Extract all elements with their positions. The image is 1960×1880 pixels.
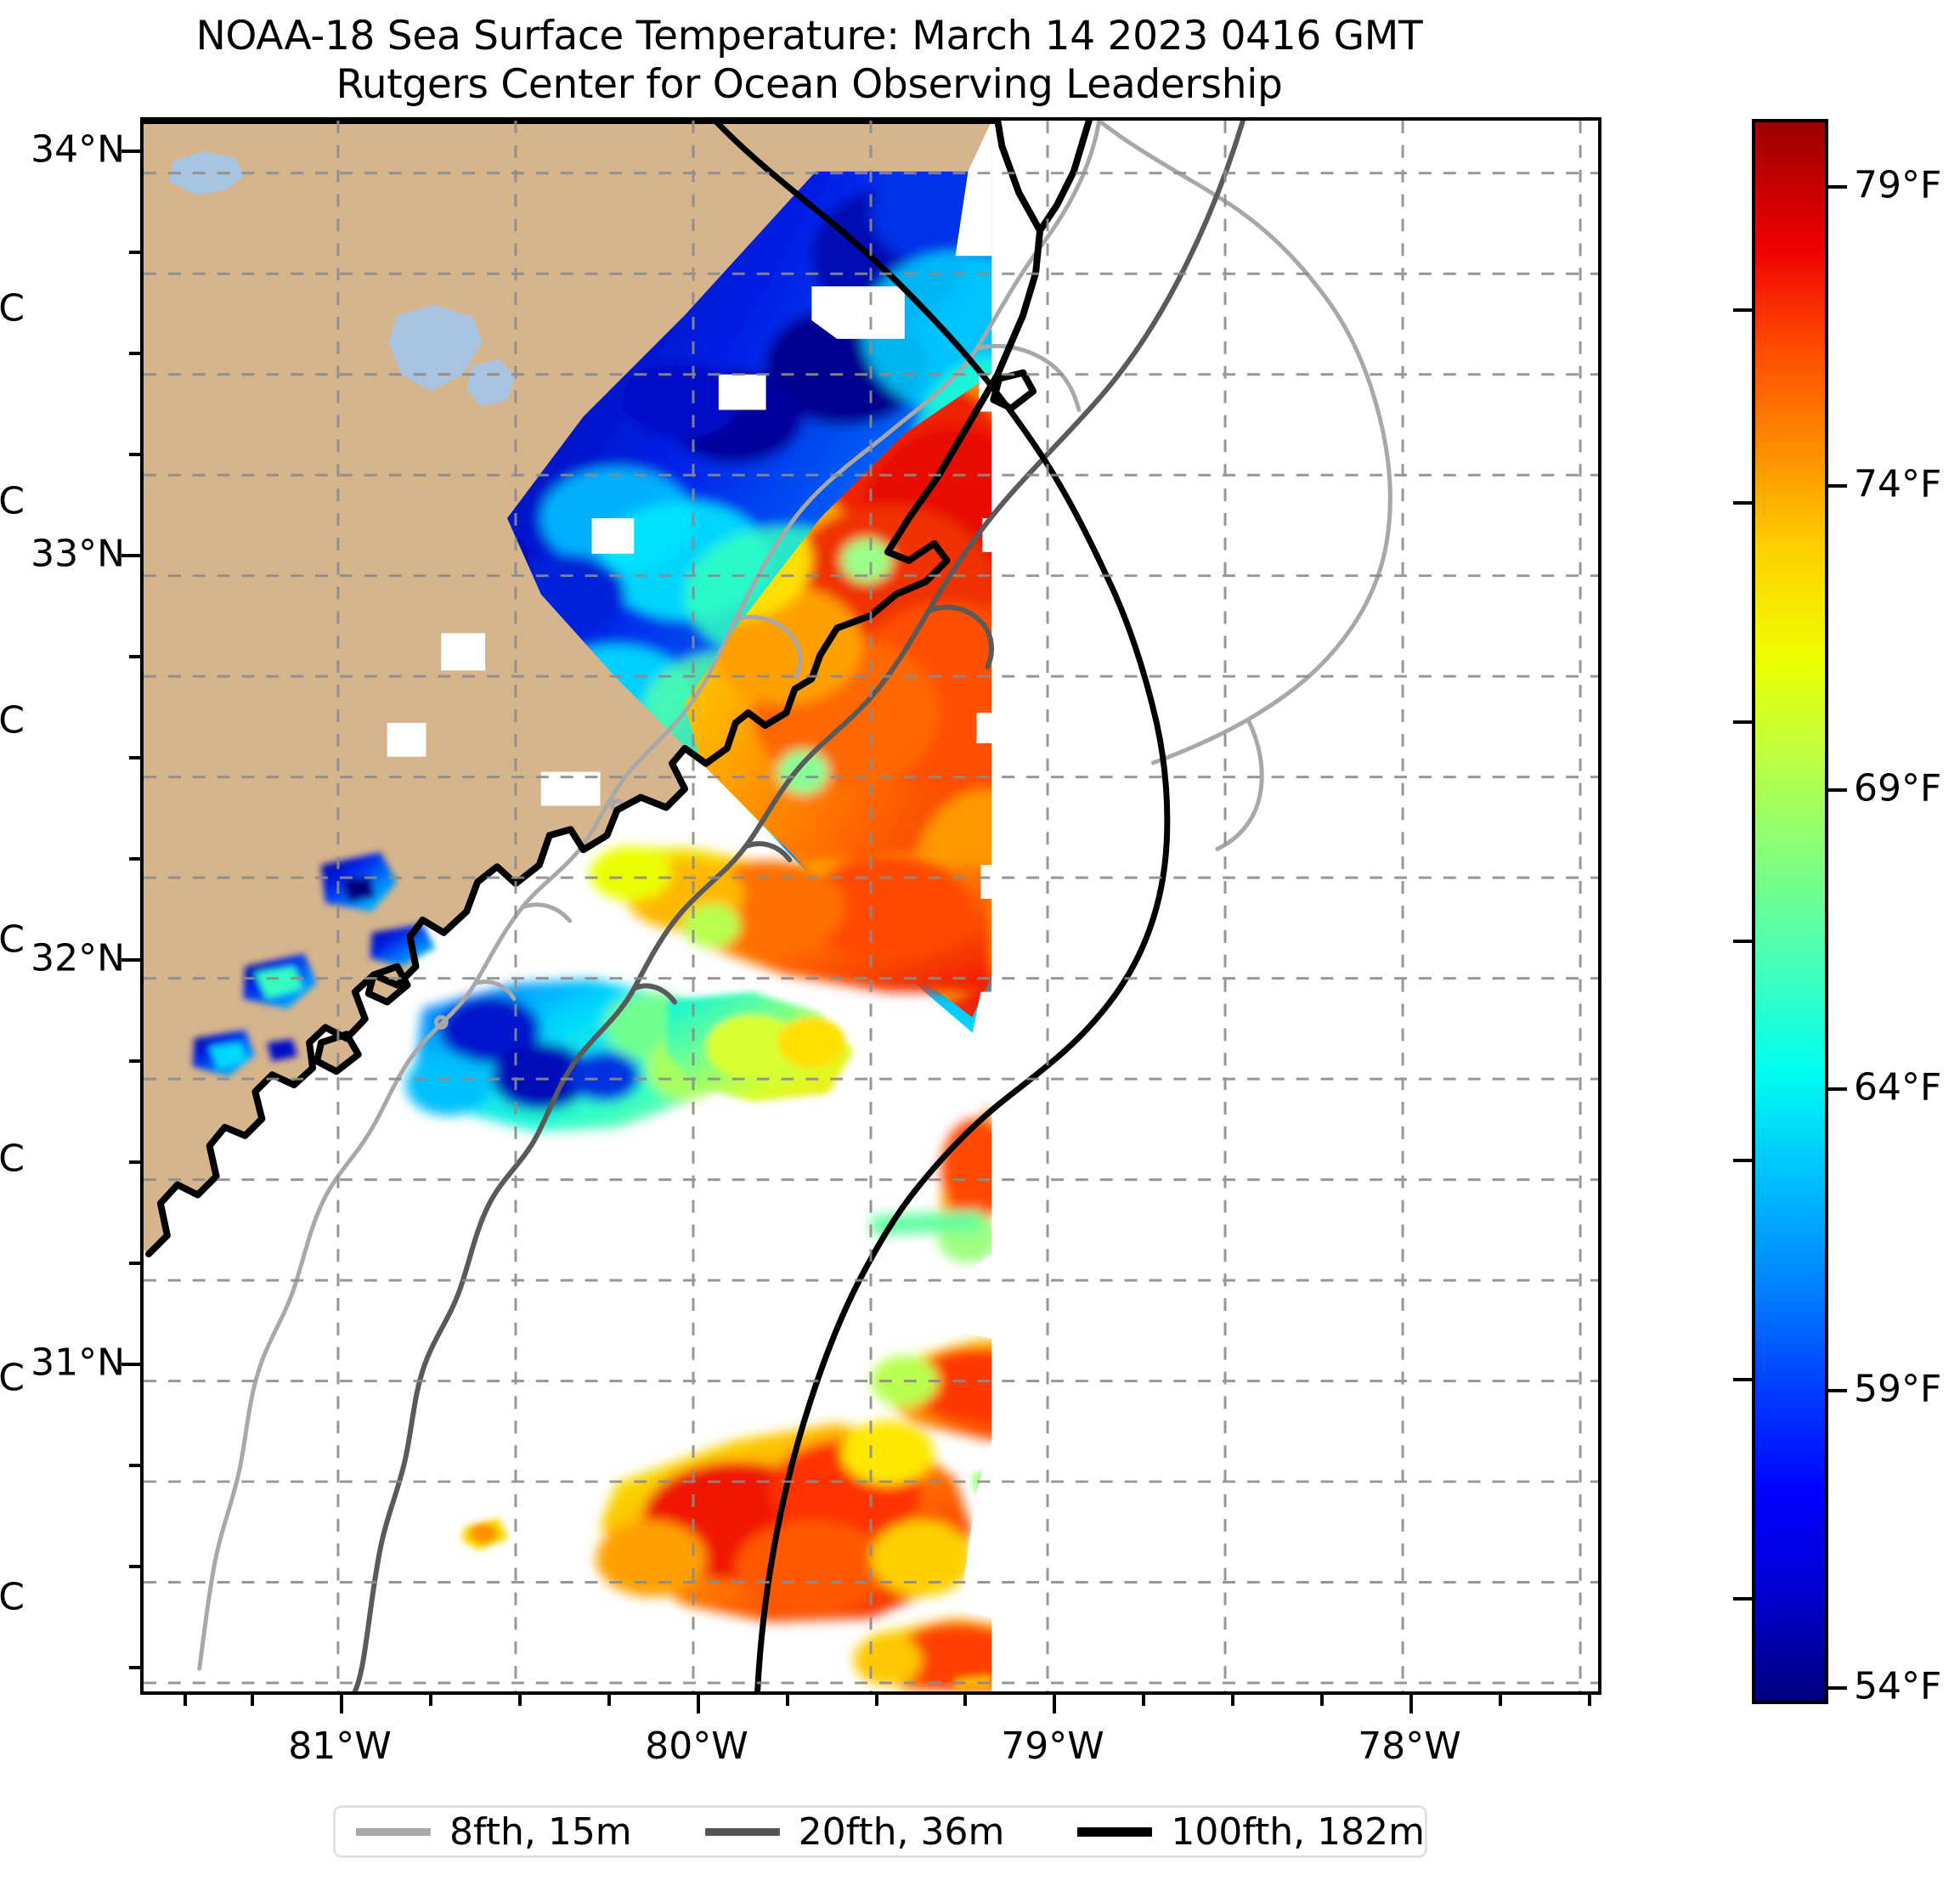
legend-line-20fth-icon — [704, 1827, 780, 1836]
y-tick-minor — [129, 756, 140, 759]
y-tick-minor — [129, 655, 140, 658]
colorbar-label-69f: 69°F — [1854, 766, 1942, 810]
y-tick-major — [121, 554, 140, 557]
colorbar-tick-79f — [1828, 185, 1847, 189]
colorbar-label-17c: 17°C — [0, 1137, 25, 1181]
y-tick-minor — [129, 1565, 140, 1568]
legend-item-100fth[interactable]: 100fth, 182m — [1077, 1810, 1425, 1854]
y-tick-minor — [129, 1262, 140, 1265]
y-axis-label-32N: 32°N — [31, 936, 125, 980]
x-axis-label-79W: 79°W — [1001, 1725, 1104, 1768]
page-title: NOAA-18 Sea Surface Temperature: March 1… — [195, 13, 1423, 59]
y-axis-label-34N: 34°N — [31, 127, 125, 172]
legend-item-20fth[interactable]: 20fth, 36m — [704, 1809, 1005, 1854]
x-tick-major — [697, 1695, 700, 1713]
colorbar[interactable] — [1752, 119, 1828, 1704]
x-tick-minor — [1588, 1695, 1591, 1706]
colorbar-tick-19c — [1733, 940, 1752, 943]
y-tick-minor — [129, 1059, 140, 1063]
isobath-legend[interactable]: 8fth, 15m 20fth, 36m 100fth, 182m — [333, 1805, 1427, 1858]
legend-label-100fth: 100fth, 182m — [1171, 1809, 1425, 1854]
colorbar-label-54f: 54°F — [1854, 1664, 1942, 1708]
colorbar-label-79f: 79°F — [1854, 163, 1942, 207]
y-tick-minor — [129, 1464, 140, 1467]
y-tick-minor — [129, 453, 140, 456]
page-subtitle: Rutgers Center for Ocean Observing Leade… — [336, 61, 1283, 109]
y-tick-minor — [129, 251, 140, 254]
y-axis-label-33N: 33°N — [31, 532, 125, 576]
isobath-8-fathom — [197, 121, 1102, 1671]
legend-label-8fth: 8fth, 15m — [449, 1809, 632, 1854]
inland-lakes — [168, 150, 516, 407]
x-tick-minor — [786, 1695, 789, 1706]
isobath-8-fathom-shelf-extension — [1098, 121, 1392, 852]
isobath-20-fathom — [352, 121, 1245, 1691]
x-tick-minor — [251, 1695, 254, 1706]
colorbar-label-13c: 13°C — [0, 1575, 25, 1619]
x-tick-minor — [607, 1695, 611, 1706]
colorbar-tick-21c — [1733, 720, 1752, 724]
colorbar-tick-59f — [1828, 1389, 1847, 1392]
y-tick-minor — [129, 1160, 140, 1164]
sst-raster — [192, 121, 1598, 1691]
map-plot-area[interactable] — [140, 117, 1601, 1695]
legend-label-20fth: 20fth, 36m — [798, 1809, 1005, 1854]
colorbar-tick-54f — [1828, 1686, 1847, 1690]
colorbar-label-19c: 19°C — [0, 917, 25, 962]
coastline — [144, 121, 1093, 1258]
y-tick-minor — [129, 352, 140, 355]
colorbar-tick-13c — [1733, 1597, 1752, 1601]
x-axis-label-78W: 78°W — [1358, 1725, 1461, 1768]
x-axis-label-81W: 81°W — [288, 1725, 392, 1768]
x-tick-minor — [1320, 1695, 1324, 1706]
colorbar-label-23c: 23°C — [0, 479, 25, 523]
sst-map-svg — [144, 121, 1598, 1691]
y-tick-minor — [129, 1666, 140, 1669]
x-tick-minor — [1142, 1695, 1145, 1706]
x-tick-minor — [963, 1695, 967, 1706]
graticule-grid — [144, 121, 1598, 1691]
colorbar-tick-69f — [1828, 788, 1847, 792]
x-tick-minor — [1499, 1695, 1502, 1706]
legend-item-8fth[interactable]: 8fth, 15m — [356, 1810, 632, 1854]
colorbar-tick-25c — [1733, 308, 1752, 312]
colorbar-label-74f: 74°F — [1854, 462, 1942, 506]
isobath-100-fathom — [712, 121, 1171, 1691]
y-axis-label-31N: 31°N — [31, 1341, 125, 1385]
colorbar-tick-15c — [1733, 1378, 1752, 1381]
colorbar-label-64f: 64°F — [1854, 1065, 1942, 1109]
chart-title-block: NOAA-18 Sea Surface Temperature: March 1… — [0, 12, 1618, 110]
x-tick-minor — [1231, 1695, 1234, 1706]
y-tick-major — [121, 958, 140, 962]
x-tick-major — [1053, 1695, 1056, 1713]
colorbar-tick-23c — [1733, 501, 1752, 505]
colorbar-tick-64f — [1828, 1087, 1847, 1091]
x-tick-major — [340, 1695, 343, 1713]
colorbar-label-15c: 15°C — [0, 1356, 25, 1400]
colorbar-tick-17c — [1733, 1159, 1752, 1162]
x-axis-label-80W: 80°W — [645, 1725, 748, 1768]
x-tick-minor — [518, 1695, 522, 1706]
x-tick-minor — [429, 1695, 432, 1706]
y-tick-major — [121, 150, 140, 153]
x-tick-minor — [184, 1695, 187, 1706]
y-tick-major — [121, 1363, 140, 1366]
x-tick-minor — [875, 1695, 878, 1706]
colorbar-tick-74f — [1828, 484, 1847, 488]
legend-line-100fth-icon — [1077, 1826, 1153, 1837]
x-tick-major — [1409, 1695, 1413, 1713]
y-tick-minor — [129, 857, 140, 861]
colorbar-label-25c: 25°C — [0, 286, 25, 330]
colorbar-label-21c: 21°C — [0, 698, 25, 742]
colorbar-label-59f: 59°F — [1854, 1367, 1942, 1411]
legend-line-8fth-icon — [356, 1827, 431, 1836]
